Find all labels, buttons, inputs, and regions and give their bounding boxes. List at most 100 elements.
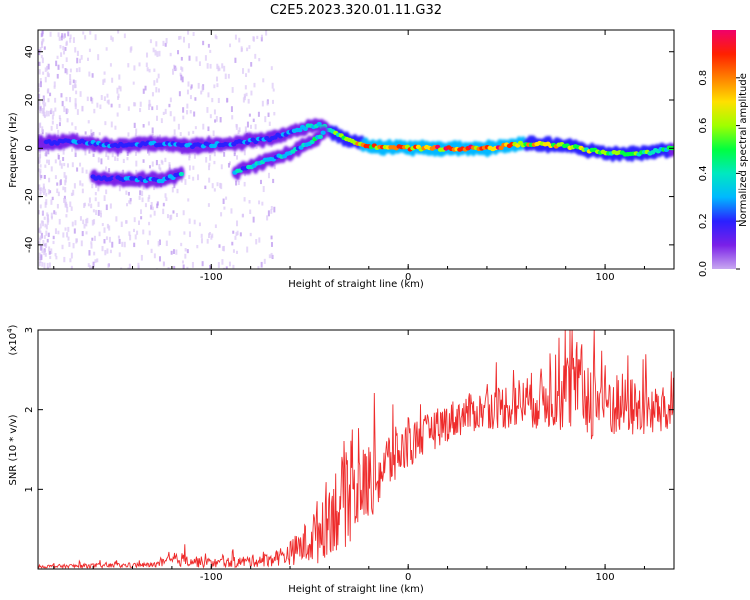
noise-speck	[207, 92, 210, 98]
noise-speck	[188, 165, 191, 171]
noise-speck	[56, 182, 59, 186]
noise-speck	[72, 84, 75, 91]
noise-speck	[186, 266, 189, 269]
noise-speck	[97, 209, 100, 216]
noise-speck	[205, 157, 208, 163]
noise-speck	[74, 98, 77, 105]
noise-speck	[85, 169, 88, 174]
noise-speck	[97, 54, 100, 61]
noise-speck	[223, 267, 226, 269]
noise-speck	[262, 78, 265, 83]
noise-speck	[55, 60, 58, 67]
noise-speck	[158, 163, 161, 170]
noise-speck	[42, 108, 45, 113]
noise-speck	[66, 163, 69, 168]
noise-speck	[42, 192, 45, 196]
noise-speck	[40, 174, 43, 179]
noise-speck	[109, 249, 112, 254]
y-tick-label: 20	[24, 94, 35, 107]
noise-speck	[136, 230, 139, 235]
noise-speck	[46, 71, 49, 77]
noise-speck	[271, 82, 274, 89]
noise-speck	[239, 232, 242, 237]
noise-speck	[93, 108, 96, 114]
noise-speck	[59, 117, 62, 122]
noise-speck	[114, 156, 117, 161]
noise-speck	[209, 63, 212, 69]
noise-speck	[41, 210, 44, 215]
noise-speck	[168, 162, 171, 167]
noise-speck	[133, 228, 136, 233]
noise-speck	[49, 255, 52, 260]
noise-speck	[225, 266, 228, 269]
colorbar-ticks: 0.0 0.2 0.4 0.6 0.8	[698, 70, 740, 277]
noise-speck	[117, 96, 120, 100]
noise-speck	[89, 265, 92, 269]
noise-speck	[62, 157, 65, 161]
noise-speck	[216, 63, 219, 70]
colorbar-tick-label: 0.8	[698, 70, 709, 86]
noise-speck	[110, 121, 113, 128]
noise-speck	[265, 30, 268, 36]
noise-speck	[107, 99, 110, 105]
noise-speck	[94, 259, 97, 263]
noise-speck	[181, 76, 184, 83]
noise-speck	[57, 230, 60, 235]
snr-panel: -100 0 100 1 2 3 Height of straight line (km)…	[6, 324, 675, 595]
noise-speck	[39, 235, 42, 240]
noise-speck	[129, 47, 132, 53]
noise-speck	[116, 157, 119, 162]
noise-speck	[222, 198, 225, 205]
noise-speck	[213, 188, 216, 192]
colorbar-tick-label: 0.2	[698, 213, 709, 229]
noise-speck	[267, 172, 270, 179]
noise-speck	[85, 223, 88, 227]
noise-speck	[95, 209, 98, 216]
noise-speck	[99, 213, 102, 218]
noise-speck	[65, 175, 68, 179]
noise-speck	[106, 93, 109, 98]
noise-speck	[261, 100, 264, 107]
noise-speck	[242, 68, 245, 74]
noise-speck	[80, 240, 83, 247]
noise-speck	[87, 263, 90, 268]
snr-series-line	[38, 330, 674, 569]
noise-speck	[160, 118, 163, 124]
noise-speck	[162, 111, 165, 115]
noise-speck	[135, 128, 138, 134]
noise-speck	[111, 241, 114, 248]
noise-speck	[219, 117, 222, 123]
noise-speck	[182, 115, 185, 120]
noise-speck	[207, 43, 210, 48]
noise-speck	[38, 127, 41, 134]
noise-speck	[165, 38, 168, 44]
noise-speck	[79, 180, 82, 186]
noise-speck	[40, 254, 43, 261]
x-tick-label: -100	[200, 272, 223, 283]
noise-speck	[218, 244, 221, 248]
noise-speck	[118, 74, 121, 80]
noise-speck	[232, 230, 235, 234]
noise-speck	[65, 96, 68, 102]
noise-speck	[216, 182, 219, 187]
noise-speck	[228, 261, 231, 267]
noise-speck	[117, 235, 120, 239]
noise-speck	[44, 223, 47, 228]
noise-speck	[42, 240, 45, 246]
noise-speck	[86, 96, 89, 102]
noise-speck	[47, 218, 50, 223]
noise-speck	[148, 151, 151, 156]
noise-speck	[221, 63, 224, 69]
noise-speck	[256, 35, 259, 39]
noise-speck	[50, 199, 53, 205]
noise-speck	[215, 116, 218, 122]
noise-speck	[91, 219, 94, 226]
noise-speck	[96, 258, 99, 263]
noise-speck	[148, 99, 151, 106]
noise-speck	[50, 166, 53, 172]
noise-speck	[38, 257, 41, 261]
noise-speck	[206, 63, 209, 69]
noise-speck	[111, 152, 114, 158]
noise-speck	[177, 50, 180, 55]
noise-speck	[181, 260, 184, 264]
